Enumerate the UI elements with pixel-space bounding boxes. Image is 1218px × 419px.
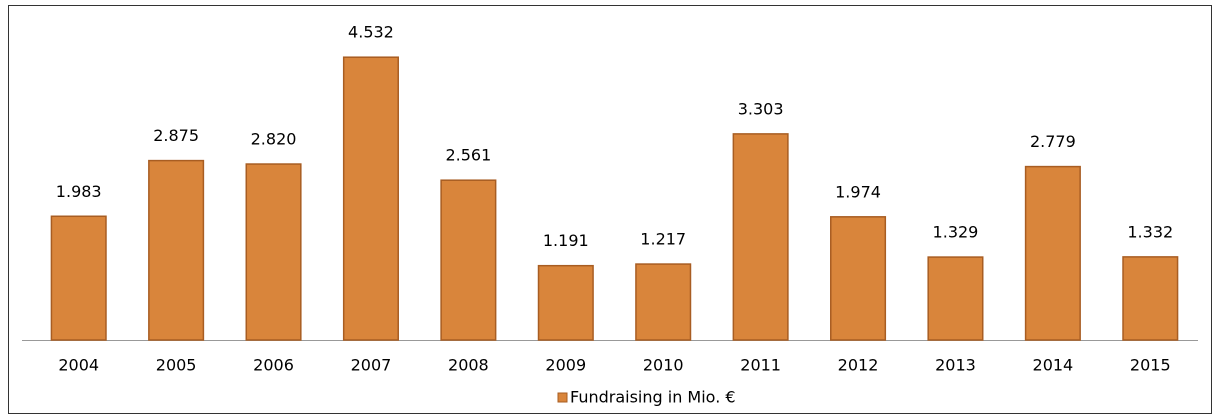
bar bbox=[927, 256, 984, 341]
data-label: 1.217 bbox=[640, 230, 686, 249]
x-tick-label: 2008 bbox=[448, 356, 489, 375]
bar bbox=[732, 133, 789, 341]
bar bbox=[830, 216, 887, 341]
data-label: 3.303 bbox=[738, 99, 784, 118]
x-tick-label: 2010 bbox=[643, 356, 684, 375]
bar bbox=[148, 159, 205, 341]
bar bbox=[1122, 256, 1179, 341]
legend-swatch bbox=[557, 392, 568, 403]
x-tick-label: 2015 bbox=[1130, 356, 1171, 375]
data-label: 2.820 bbox=[251, 130, 297, 149]
data-label: 1.983 bbox=[56, 182, 102, 201]
data-label: 2.875 bbox=[153, 126, 199, 145]
data-label: 1.191 bbox=[543, 231, 589, 250]
bar bbox=[635, 263, 692, 341]
legend-label: Fundraising in Mio. € bbox=[570, 388, 736, 407]
bar bbox=[245, 163, 302, 341]
bar bbox=[440, 179, 497, 341]
x-tick-label: 2005 bbox=[156, 356, 197, 375]
bar bbox=[342, 56, 399, 341]
bar bbox=[1024, 165, 1081, 341]
x-tick-label: 2006 bbox=[253, 356, 294, 375]
x-tick-label: 2004 bbox=[58, 356, 99, 375]
x-tick-label: 2013 bbox=[935, 356, 976, 375]
bar bbox=[50, 215, 107, 341]
x-tick-label: 2011 bbox=[740, 356, 781, 375]
data-label: 1.329 bbox=[933, 223, 979, 242]
data-label: 2.561 bbox=[445, 146, 491, 165]
chart-frame bbox=[8, 5, 1212, 414]
x-tick-label: 2009 bbox=[545, 356, 586, 375]
data-label: 1.974 bbox=[835, 182, 881, 201]
data-label: 4.532 bbox=[348, 23, 394, 42]
bar bbox=[537, 264, 594, 341]
x-tick-label: 2007 bbox=[351, 356, 392, 375]
data-label: 2.779 bbox=[1030, 132, 1076, 151]
x-tick-label: 2014 bbox=[1033, 356, 1074, 375]
x-tick-label: 2012 bbox=[838, 356, 879, 375]
data-label: 1.332 bbox=[1127, 222, 1173, 241]
